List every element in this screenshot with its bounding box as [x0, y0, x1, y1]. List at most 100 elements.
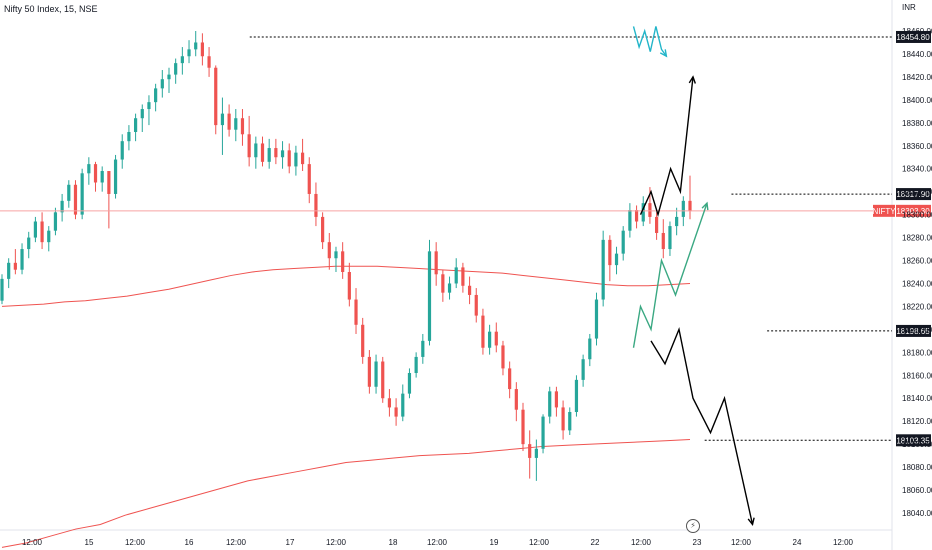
candle[interactable] [387, 389, 392, 417]
candle[interactable] [447, 276, 452, 300]
candle[interactable] [481, 308, 485, 355]
candle[interactable] [287, 143, 291, 174]
candle[interactable] [200, 33, 204, 66]
candle[interactable] [541, 414, 545, 454]
candle[interactable] [508, 361, 512, 399]
candle[interactable] [334, 246, 338, 272]
candle[interactable] [588, 333, 592, 367]
candle[interactable] [414, 352, 418, 378]
candles[interactable] [0, 31, 692, 481]
candle[interactable] [47, 226, 51, 252]
candle[interactable] [234, 109, 238, 142]
price-axis[interactable]: 18040.00 18060.00 18080.00 18100.00 18120.00… [902, 27, 932, 518]
projection-teal[interactable] [632, 26, 667, 57]
candle[interactable] [661, 219, 665, 259]
candle[interactable] [354, 288, 358, 334]
candle[interactable] [53, 207, 58, 236]
candle[interactable] [13, 249, 17, 275]
candle[interactable] [27, 231, 31, 259]
candle[interactable] [421, 333, 425, 364]
candle[interactable] [528, 430, 532, 479]
candle[interactable] [254, 136, 258, 169]
candle[interactable] [67, 180, 71, 208]
candle[interactable] [260, 136, 265, 167]
candle[interactable] [461, 262, 465, 293]
candle[interactable] [621, 226, 625, 261]
candle[interactable] [361, 317, 365, 364]
projection-paths[interactable] [632, 26, 755, 527]
candle[interactable] [434, 242, 438, 286]
candle[interactable] [113, 154, 118, 199]
candle[interactable] [321, 212, 325, 250]
candle[interactable] [180, 47, 184, 75]
candle[interactable] [548, 386, 552, 424]
candle[interactable] [628, 203, 632, 238]
candle[interactable] [307, 157, 311, 204]
candle[interactable] [427, 239, 432, 346]
candle[interactable] [220, 97, 225, 155]
candle[interactable] [133, 113, 138, 142]
candle[interactable] [274, 138, 278, 165]
candle[interactable] [87, 157, 91, 185]
candle[interactable] [441, 269, 445, 302]
candle[interactable] [688, 175, 692, 220]
candle[interactable] [0, 274, 4, 305]
candle[interactable] [594, 292, 599, 346]
candle[interactable] [614, 246, 619, 275]
projection-black-down[interactable] [650, 326, 754, 525]
candle[interactable] [40, 212, 44, 250]
candle[interactable] [608, 235, 612, 282]
candle[interactable] [160, 70, 164, 98]
candle[interactable] [93, 161, 98, 192]
candle[interactable] [267, 138, 271, 169]
candle[interactable] [401, 384, 405, 422]
candle[interactable] [120, 134, 124, 169]
candle[interactable] [394, 398, 398, 426]
candle[interactable] [167, 67, 171, 93]
candle[interactable] [214, 65, 218, 135]
candle[interactable] [488, 324, 492, 355]
candle[interactable] [514, 382, 518, 422]
candle[interactable] [561, 400, 565, 440]
candle[interactable] [568, 407, 572, 435]
candle[interactable] [534, 439, 538, 481]
candle[interactable] [20, 243, 24, 275]
candle[interactable] [73, 180, 78, 220]
candle[interactable] [147, 95, 151, 126]
candle[interactable] [501, 340, 505, 376]
candle[interactable] [381, 356, 385, 403]
candle[interactable] [581, 354, 585, 387]
candle[interactable] [467, 276, 472, 305]
candle[interactable] [655, 212, 659, 240]
candle[interactable] [154, 83, 158, 112]
candle[interactable] [407, 368, 412, 399]
candle[interactable] [174, 58, 178, 84]
candle[interactable] [367, 350, 371, 394]
candle[interactable] [33, 216, 37, 243]
candle[interactable] [247, 115, 251, 167]
candle[interactable] [80, 168, 84, 220]
candle[interactable] [314, 182, 318, 227]
candle[interactable] [634, 205, 639, 229]
candle[interactable] [327, 232, 331, 270]
projection-black-up[interactable] [639, 76, 694, 218]
projection-green[interactable] [632, 202, 708, 348]
candle[interactable] [100, 166, 104, 192]
candle[interactable] [574, 375, 579, 417]
candle[interactable] [347, 262, 351, 307]
candle[interactable] [341, 242, 345, 279]
lightning-icon[interactable]: ⚡ [686, 519, 700, 533]
candle[interactable] [668, 221, 672, 256]
candle[interactable] [127, 125, 131, 151]
time-axis[interactable]: 12:00 15 12:00 16 12:00 17 12:00 18 12:00 19 12:00… [22, 538, 854, 547]
candle[interactable] [474, 288, 478, 323]
candle[interactable] [187, 40, 191, 64]
candle[interactable] [374, 354, 378, 394]
candle[interactable] [107, 171, 111, 229]
candle[interactable] [300, 138, 305, 172]
candle[interactable] [294, 145, 298, 176]
candle[interactable] [280, 141, 285, 169]
candle[interactable] [454, 258, 458, 289]
candle[interactable] [227, 104, 231, 137]
